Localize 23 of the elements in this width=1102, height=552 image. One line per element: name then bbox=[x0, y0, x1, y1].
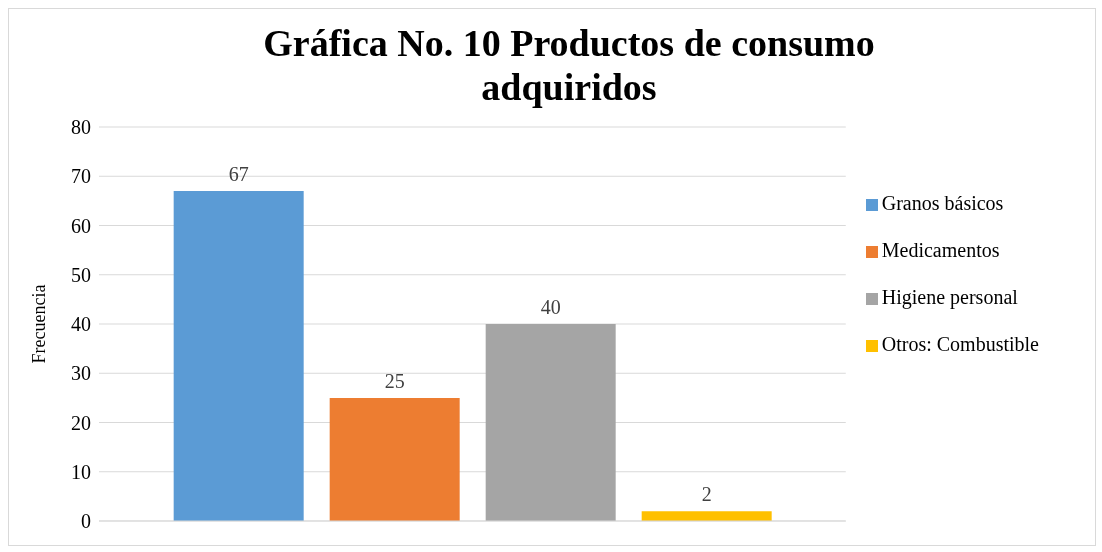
y-tick-label: 40 bbox=[71, 313, 91, 336]
bar bbox=[641, 511, 772, 521]
y-tick-label: 60 bbox=[71, 214, 91, 237]
bar bbox=[329, 397, 460, 521]
data-label: 67 bbox=[228, 163, 249, 186]
bar bbox=[173, 191, 304, 521]
y-tick-label: 10 bbox=[71, 460, 91, 483]
legend-label: Granos básicos bbox=[881, 192, 1004, 214]
legend-label: Otros: Combustible bbox=[881, 333, 1039, 355]
legend-label: Medicamentos bbox=[881, 239, 1000, 261]
data-label: 2 bbox=[701, 483, 712, 506]
legend-label: Higiene personal bbox=[881, 286, 1018, 308]
bar bbox=[485, 324, 616, 521]
y-tick-label: 0 bbox=[81, 510, 91, 533]
y-tick-label: 20 bbox=[71, 411, 91, 434]
y-axis-title: Frecuencia bbox=[29, 284, 50, 364]
chart-title: Gráfica No. 10 Productos de consumo adquiridos bbox=[262, 21, 876, 109]
data-label: 25 bbox=[384, 369, 405, 392]
y-tick-label: 50 bbox=[71, 263, 91, 286]
data-label: 40 bbox=[540, 296, 561, 318]
y-tick-label: 30 bbox=[71, 362, 91, 385]
y-tick-label: 80 bbox=[71, 116, 91, 139]
y-tick-label: 70 bbox=[71, 165, 91, 188]
